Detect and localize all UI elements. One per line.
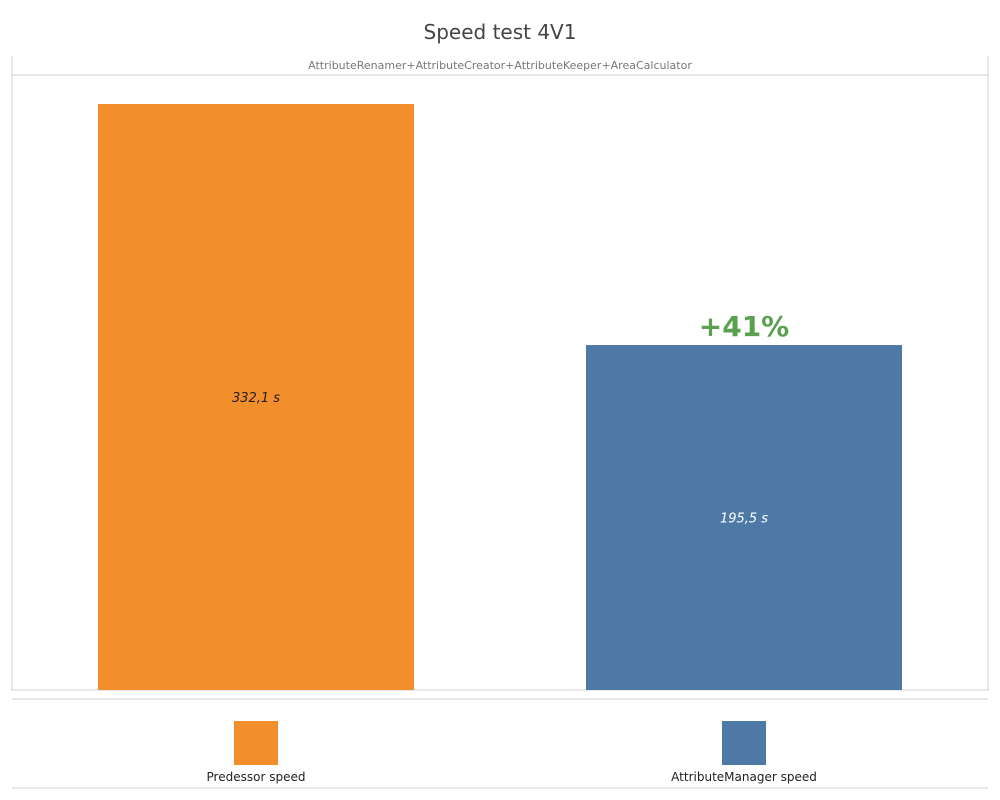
legend-label-2: AttributeManager speed <box>671 770 817 784</box>
chart-subtitle: AttributeRenamer+AttributeCreator+Attrib… <box>308 59 692 72</box>
legend-label-1: Predessor speed <box>207 770 306 784</box>
bar-value-label-1: 332,1 s <box>232 391 280 406</box>
bar-1 <box>98 104 414 690</box>
legend-swatch-2 <box>722 721 766 765</box>
plot-frame <box>11 56 989 691</box>
bar-value-label-2: 195,5 s <box>720 512 768 527</box>
legend-swatch-1 <box>234 721 278 765</box>
chart-title: Speed test 4V1 <box>423 20 577 44</box>
improvement-annotation: +41% <box>699 310 789 343</box>
bar-2 <box>586 345 902 690</box>
